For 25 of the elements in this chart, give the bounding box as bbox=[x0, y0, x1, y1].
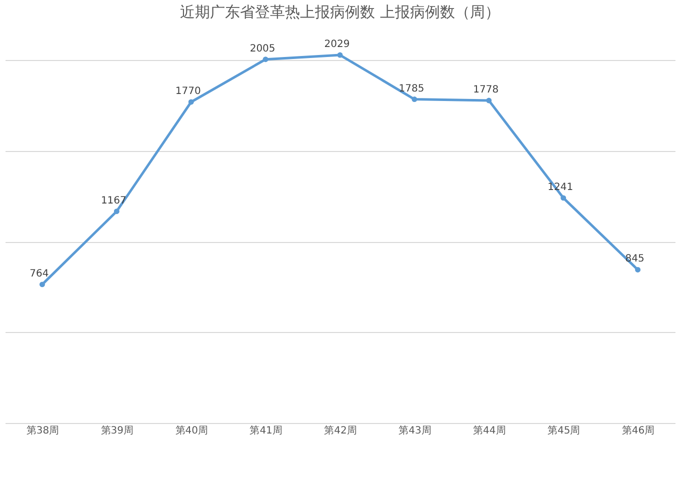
x-tick-label: 第41周 bbox=[250, 424, 282, 436]
x-tick-label: 第39周 bbox=[100, 424, 134, 436]
data-label: 2005 bbox=[250, 43, 276, 54]
point bbox=[337, 52, 343, 58]
point bbox=[39, 282, 45, 288]
point bbox=[188, 99, 194, 105]
point bbox=[412, 96, 418, 102]
chart-title: 近期广东省登革热上报病例数 上报病例数（周） bbox=[180, 3, 500, 21]
point bbox=[560, 195, 566, 201]
point bbox=[262, 56, 268, 62]
x-tick-label: 第42周 bbox=[324, 424, 357, 436]
data-label: 1778 bbox=[473, 84, 499, 96]
x-tick-label: 第40周 bbox=[175, 424, 208, 436]
point bbox=[486, 98, 492, 104]
data-label: 1785 bbox=[398, 83, 424, 94]
data-label: 1770 bbox=[175, 86, 201, 97]
x-tick-label: 第38周 bbox=[26, 424, 60, 436]
data-label: 764 bbox=[30, 268, 49, 280]
point bbox=[635, 267, 641, 272]
point bbox=[114, 208, 120, 214]
x-tick-label: 第45周 bbox=[547, 424, 580, 436]
x-tick-label: 第46周 bbox=[622, 424, 655, 436]
data-label: 2029 bbox=[324, 39, 350, 50]
x-tick-label: 第43周 bbox=[398, 424, 432, 436]
x-tick-label: 第44周 bbox=[473, 424, 506, 436]
